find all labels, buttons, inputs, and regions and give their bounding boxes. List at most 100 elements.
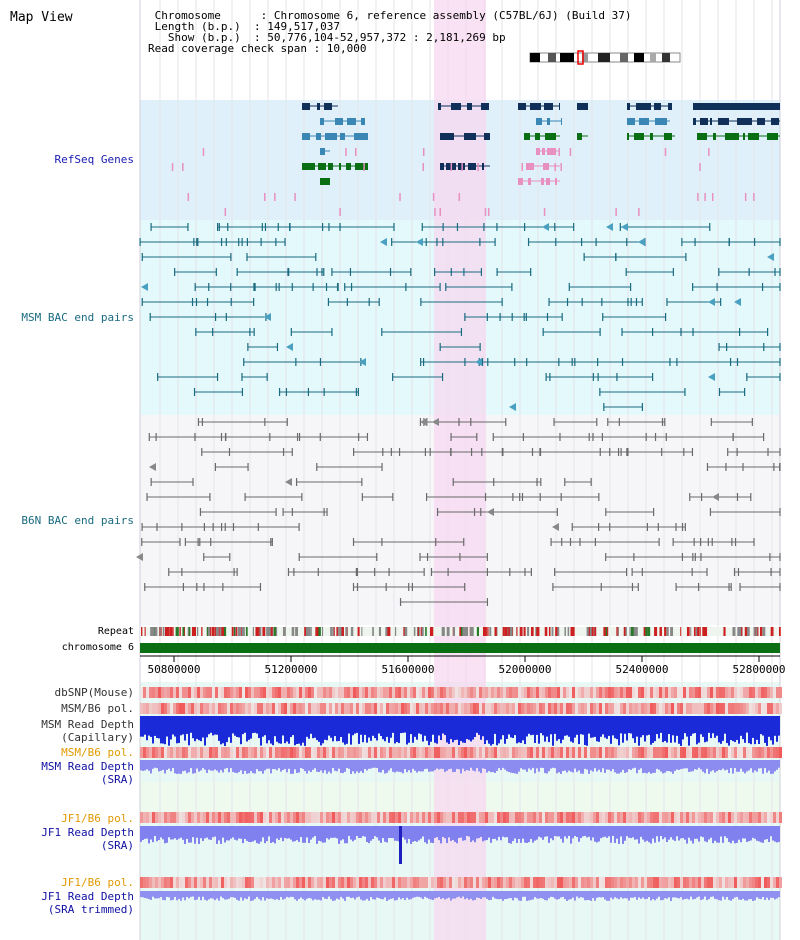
jf1-b6-pol2-strip: [212, 877, 215, 888]
jf1-depth-trim-bar: [274, 891, 276, 900]
dbsnp-strip: [476, 687, 479, 698]
pink-tick: [521, 163, 524, 171]
msm-b6-pol2-strip: [152, 747, 155, 758]
jf1-depth-sra-bar: [668, 826, 670, 840]
pink-tick: [477, 163, 479, 171]
jf1-b6-pol-strip: [593, 812, 596, 823]
jf1-depth-trim-bar: [660, 891, 662, 901]
msm-depth-cap-bar: [246, 716, 248, 742]
jf1-depth-trim-bar: [522, 891, 524, 897]
jf1-depth-trim-bar: [466, 891, 468, 899]
jf1-depth-sra-bar: [642, 826, 644, 840]
jf1-b6-pol-strip: [167, 812, 170, 823]
msm-depth-cap-bar: [290, 716, 292, 738]
jf1-depth-trim-bar: [700, 891, 702, 901]
dbsnp-strip: [716, 687, 719, 698]
jf1-depth-sra-bar: [494, 826, 496, 839]
msm-depth-sra-bar: [552, 760, 554, 768]
msm-depth-sra-bar: [164, 760, 166, 774]
repeat-element: [256, 627, 259, 636]
gene-exon: [555, 178, 557, 185]
msm-depth-cap-bar: [158, 716, 160, 739]
jf1-b6-pol2-strip: [554, 877, 557, 888]
jf1-b6-pol-strip: [224, 812, 227, 823]
gene-exon: [627, 103, 630, 110]
msm-b6-pol2-strip: [218, 747, 221, 758]
repeat-element: [188, 627, 191, 636]
jf1-depth-sra-bar: [578, 826, 580, 842]
jf1-depth-sra-bar: [314, 826, 316, 837]
jf1-depth-trim-bar: [368, 891, 370, 901]
msm-depth-cap-bar: [664, 716, 666, 741]
gene-exon: [317, 103, 320, 110]
msm-depth-cap-bar: [280, 716, 282, 744]
msm-b6-pol2-strip: [407, 747, 410, 758]
jf1-b6-pol2-strip: [557, 877, 560, 888]
track-label-msm-bac[interactable]: MSM BAC end pairs: [21, 311, 134, 324]
repeat-element: [723, 627, 726, 636]
msm-b6-pol2-strip: [452, 747, 455, 758]
msm-b6-pol2-strip: [671, 747, 674, 758]
msm-depth-sra-bar: [650, 760, 652, 774]
jf1-b6-pol-strip: [689, 812, 692, 823]
ideogram-band: [598, 53, 610, 62]
track-label-b6n-bac[interactable]: B6N BAC end pairs: [21, 514, 134, 527]
msm-b6-pol2-strip: [512, 747, 515, 758]
msm-depth-cap-bar: [318, 716, 320, 742]
msm-b6-pol-strip: [515, 703, 518, 714]
jf1-depth-trim-bar: [254, 891, 256, 899]
jf1-depth-sra-bar: [616, 826, 618, 839]
jf1-b6-pol2-strip: [749, 877, 752, 888]
track-label-refseq[interactable]: RefSeq Genes: [54, 153, 134, 166]
msm-depth-sra-bar: [436, 760, 438, 769]
jf1-depth-trim-bar: [520, 891, 522, 901]
msm-b6-pol-strip: [623, 703, 626, 714]
msm-depth-cap-bar: [768, 716, 770, 737]
jf1-depth-trim-bar: [628, 891, 630, 901]
jf1-depth-trim-bar: [220, 891, 222, 897]
msm-b6-pol-strip: [665, 703, 668, 714]
msm-depth-cap-bar: [584, 716, 586, 746]
jf1-b6-pol2-strip: [416, 877, 419, 888]
jf1-depth-sra-bar: [738, 826, 740, 840]
dbsnp-strip: [389, 687, 392, 698]
jf1-depth-trim-bar: [452, 891, 454, 899]
dbsnp-strip: [260, 687, 263, 698]
dbsnp-strip: [242, 687, 245, 698]
dbsnp-strip: [692, 687, 695, 698]
jf1-depth-trim-bar: [436, 891, 438, 898]
jf1-depth-sra-bar: [206, 826, 208, 838]
repeat-element: [623, 627, 627, 636]
jf1-b6-pol2-strip: [704, 877, 707, 888]
jf1-depth-trim-bar: [248, 891, 250, 897]
gene-exon: [655, 118, 667, 125]
msm-depth-cap-bar: [514, 716, 516, 736]
msm-depth-sra-bar: [724, 760, 726, 771]
msm-depth-sra-bar: [740, 760, 742, 769]
msm-depth-cap-bar: [454, 716, 456, 741]
jf1-depth-sra-bar: [324, 826, 326, 843]
dbsnp-strip: [680, 687, 683, 698]
jf1-depth-trim-bar: [402, 891, 404, 899]
msm-b6-pol2-strip: [710, 747, 713, 758]
msm-depth-cap-bar: [406, 716, 408, 745]
jf1-b6-pol2-strip: [188, 877, 191, 888]
msm-depth-cap-bar: [676, 716, 678, 736]
dbsnp-strip: [314, 687, 317, 698]
msm-depth-cap-bar: [174, 716, 176, 737]
msm-b6-pol2-strip: [509, 747, 512, 758]
msm-b6-pol-strip: [737, 703, 740, 714]
jf1-b6-pol2-strip: [653, 877, 656, 888]
msm-bac-arrow: [708, 373, 715, 381]
msm-depth-cap-bar: [180, 716, 182, 736]
msm-depth-cap-bar: [590, 716, 592, 738]
msm-b6-pol-strip: [197, 703, 200, 714]
jf1-b6-pol2-strip: [311, 877, 314, 888]
dbsnp-strip: [212, 687, 215, 698]
jf1-b6-pol-strip: [347, 812, 350, 823]
jf1-b6-pol-strip: [158, 812, 161, 823]
msm-b6-pol2-strip: [359, 747, 362, 758]
msm-depth-sra-bar: [218, 760, 220, 773]
msm-b6-pol-strip: [611, 703, 614, 714]
